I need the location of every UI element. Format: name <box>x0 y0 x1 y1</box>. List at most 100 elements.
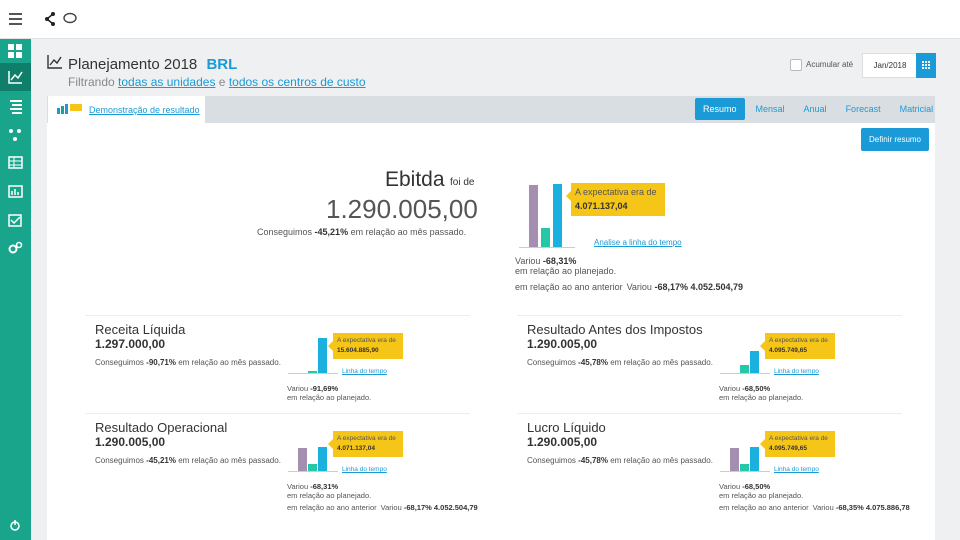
cost-centers-link[interactable]: todos os centros de custo <box>228 75 366 89</box>
card-achieved-part: Conseguimos <box>95 456 144 465</box>
card-variation-year-part: em relação ao ano anterior <box>287 503 377 512</box>
view-tab[interactable]: Resumo <box>695 98 745 120</box>
sidebar <box>0 39 31 540</box>
tooltip-arrow <box>760 341 765 351</box>
main-achieved: Conseguimos -45,21% em relação ao mês pa… <box>257 227 466 237</box>
expectation-label: A expectativa era de <box>337 337 396 344</box>
bar-shape <box>740 365 749 374</box>
view-tab[interactable]: Forecast <box>845 104 881 114</box>
view-tab[interactable]: Anual <box>803 104 827 114</box>
sidebar-icons[interactable] <box>8 44 23 540</box>
card-variation-part: em relação ao planejado. <box>719 393 804 402</box>
card-variation-part: Variou <box>719 384 741 393</box>
bar-shape <box>298 448 307 472</box>
card-variation-year-part: -68,35% <box>835 503 864 512</box>
card-variation-year-part: 4.052.504,79 <box>433 503 478 512</box>
main-variation-part: Variou <box>515 256 541 266</box>
bar-shape <box>308 464 317 472</box>
card-achieved-part: em relação ao mês passado. <box>178 456 281 465</box>
view-tab[interactable]: Mensal <box>755 104 785 114</box>
card-variation: Variou -68,50% em relação ao planejado. <box>719 482 803 500</box>
card-achieved-part: Conseguimos <box>527 358 576 367</box>
card-value: 1.297.000,00 <box>95 337 166 351</box>
main-variation: Variou -68,31% em relação ao planejado. <box>515 256 616 276</box>
main-variation-year-part: -68,17% <box>654 282 688 292</box>
content-panel <box>47 123 935 540</box>
card-achieved: Conseguimos -45,78% em relação ao mês pa… <box>527 358 713 367</box>
card-link[interactable]: Linha do tempo <box>774 466 819 473</box>
main-link[interactable]: Analise a linha do tempo <box>594 238 682 247</box>
top-bar <box>0 0 960 39</box>
card-link[interactable]: Linha do tempo <box>774 368 819 375</box>
card-achieved-part: em relação ao mês passado. <box>610 358 713 367</box>
card-divider <box>517 413 902 414</box>
card-name: Lucro Líquido <box>527 420 606 435</box>
bar-shape <box>318 447 327 472</box>
card-variation-part: em relação ao planejado. <box>287 393 372 402</box>
bar-shape <box>318 338 327 374</box>
card-variation-part: Variou <box>719 482 741 491</box>
card-variation-part: -68,31% <box>310 482 339 491</box>
bar-shape <box>750 351 759 374</box>
mini-chart <box>720 447 770 472</box>
mini-chart <box>288 447 338 472</box>
main-variation-part: -68,31% <box>542 256 577 266</box>
expectation-value: 4.071.137,04 <box>337 444 375 452</box>
tab-active[interactable]: Demonstração de resultado <box>48 96 205 124</box>
tab-label[interactable]: Demonstração de resultado <box>89 105 200 115</box>
expectation-value: 4.071.137,04 <box>575 200 628 211</box>
card-achieved-part: Conseguimos <box>95 358 144 367</box>
expectation-label: A expectativa era de <box>575 187 657 197</box>
card-link[interactable]: Linha do tempo <box>342 368 387 375</box>
expectation-value: 15.604.885,90 <box>337 346 379 354</box>
mini-chart <box>288 338 338 374</box>
define-button[interactable]: Definir resumo <box>861 128 929 151</box>
view-switch: Resumo Mensal Anual Forecast Matricial <box>695 98 944 120</box>
main-value: 1.290.005,00 <box>326 194 478 224</box>
expectation-tooltip: A expectativa era de 4.071.137,04 <box>566 183 665 216</box>
bar-shape <box>740 464 749 472</box>
mini-chart <box>720 351 770 374</box>
title: Planejamento 2018 <box>68 56 198 73</box>
accumulate-checkbox[interactable] <box>790 59 802 71</box>
card-achieved-part: -90,71% <box>146 358 176 367</box>
tooltip-arrow <box>328 341 333 351</box>
expectation-value: 4.095.749,65 <box>769 444 807 452</box>
expectation-tooltip: A expectativa era de 4.071.137,04 <box>328 431 403 457</box>
expectation-value: 4.095.749,65 <box>769 346 807 354</box>
card-achieved-part: em relação ao mês passado. <box>610 456 713 465</box>
card-variation-year: Variou -68,17% em relação ao ano anterio… <box>287 503 478 512</box>
tab-icon <box>57 104 82 114</box>
filter: Filtrando todas as unidades e todos os c… <box>68 75 366 89</box>
sidebar-active[interactable] <box>0 63 31 91</box>
mini-chart <box>519 184 575 248</box>
main-qualifier: foi de <box>450 177 475 188</box>
top-icons <box>9 12 77 26</box>
card-value: 1.290.005,00 <box>527 435 598 449</box>
card-link[interactable]: Linha do tempo <box>342 466 387 473</box>
card-name: Receita Líquida <box>95 322 186 337</box>
card-divider <box>85 315 470 316</box>
bar-shape <box>730 448 739 472</box>
bar-shape <box>541 228 550 248</box>
card-achieved-part: Conseguimos <box>527 456 576 465</box>
bar-shape <box>308 371 317 374</box>
expectation-tooltip: A expectativa era de 15.604.885,90 <box>328 333 403 359</box>
card-variation-year-part: -68,17% <box>403 503 432 512</box>
main-variation-part: em relação ao planejado. <box>515 266 617 276</box>
card-variation-part: -68,50% <box>742 384 771 393</box>
card-variation: Variou -68,50% em relação ao planejado. <box>719 384 803 402</box>
date-button[interactable] <box>916 53 936 78</box>
card-variation-part: Variou <box>287 482 309 491</box>
card-achieved-part: -45,78% <box>578 456 608 465</box>
card-divider <box>85 413 470 414</box>
date-input[interactable]: Jan/2018 <box>862 53 918 78</box>
view-tab[interactable]: Matricial <box>899 104 934 114</box>
card-achieved-part: em relação ao mês passado. <box>178 358 281 367</box>
card-achieved-part: -45,78% <box>578 358 608 367</box>
card-name: Resultado Operacional <box>95 420 228 435</box>
units-link[interactable]: todas as unidades <box>118 75 216 89</box>
card-variation-part: -68,50% <box>742 482 771 491</box>
bar-shape <box>553 184 562 248</box>
